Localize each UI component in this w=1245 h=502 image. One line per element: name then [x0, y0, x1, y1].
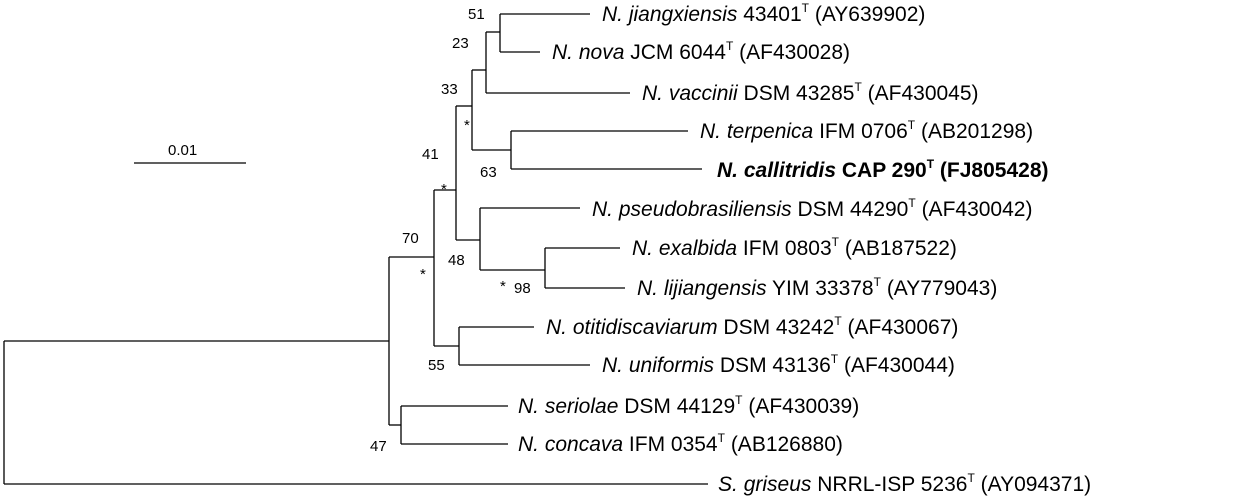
- bootstrap-star-70: *: [420, 266, 426, 283]
- taxon-label-uniformis: N. uniformis DSM 43136T (AF430044): [602, 352, 955, 377]
- taxon-label-pseudobrasiliensis: N. pseudobrasiliensis DSM 44290T (AF4300…: [592, 196, 1032, 221]
- bootstrap-star-98: *: [500, 278, 506, 295]
- taxon-label-concava: N. concava IFM 0354T (AB126880): [518, 431, 843, 456]
- taxon-label-exalbida: N. exalbida IFM 0803T (AB187522): [632, 235, 957, 260]
- taxon-label-nova: N. nova JCM 6044T (AF430028): [552, 39, 850, 64]
- scale-bar-label: 0.01: [168, 142, 197, 159]
- taxon-label-lijiangensis: N. lijiangensis YIM 33378T (AY779043): [637, 275, 997, 300]
- bootstrap-star-a: *: [441, 181, 447, 198]
- taxon-label-terpenica: N. terpenica IFM 0706T (AB201298): [700, 118, 1033, 143]
- taxon-label-jiangxiensis: N. jiangxiensis 43401T (AY639902): [602, 1, 925, 26]
- bootstrap-23: 23: [452, 35, 469, 52]
- taxon-label-otitidiscaviarum: N. otitidiscaviarum DSM 43242T (AF430067…: [546, 314, 958, 339]
- bootstrap-55: 55: [428, 357, 445, 374]
- bootstrap-51: 51: [468, 6, 485, 23]
- bootstrap-70: 70: [402, 230, 419, 247]
- bootstrap-33: 33: [441, 81, 458, 98]
- bootstrap-star-b: *: [464, 117, 470, 134]
- taxon-label-griseus: S. griseus NRRL-ISP 5236T (AY094371): [718, 471, 1091, 496]
- bootstrap-48: 48: [448, 252, 465, 269]
- bootstrap-41: 41: [422, 146, 439, 163]
- bootstrap-98: 98: [514, 280, 531, 297]
- taxon-label-vaccinii: N. vaccinii DSM 43285T (AF430045): [642, 80, 979, 105]
- taxon-label-seriolae: N. seriolae DSM 44129T (AF430039): [518, 393, 859, 418]
- taxon-label-callitridis: N. callitridis CAP 290T (FJ805428): [717, 157, 1049, 182]
- bootstrap-63: 63: [480, 164, 497, 181]
- bootstrap-47: 47: [370, 438, 387, 455]
